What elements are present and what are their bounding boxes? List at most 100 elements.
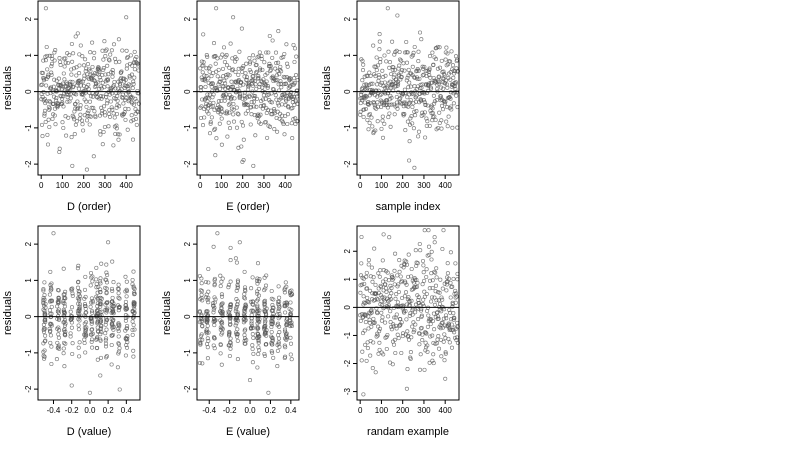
data-point: [108, 52, 113, 57]
data-point: [40, 71, 45, 76]
data-point: [69, 41, 74, 47]
data-point: [116, 351, 121, 356]
data-point: [218, 327, 223, 332]
data-point: [74, 119, 79, 124]
data-point: [212, 127, 217, 132]
data-point: [256, 75, 261, 80]
data-point: [203, 84, 208, 89]
data-point: [104, 317, 110, 322]
data-point: [388, 297, 393, 302]
data-point: [417, 241, 422, 247]
data-point: [402, 262, 407, 267]
data-point: [294, 92, 299, 97]
data-point: [376, 88, 381, 93]
data-point: [94, 265, 99, 270]
data-point: [273, 66, 278, 71]
x-tick-label: 0.0: [244, 406, 256, 415]
data-point: [110, 306, 115, 311]
data-point: [62, 327, 67, 332]
data-point: [103, 285, 108, 290]
data-point: [419, 325, 424, 330]
data-point: [219, 320, 224, 325]
data-point: [374, 82, 380, 87]
data-point: [243, 318, 248, 323]
data-point: [90, 319, 95, 324]
data-point: [228, 279, 233, 284]
data-point: [283, 336, 288, 341]
data-point: [111, 111, 116, 116]
data-point: [91, 154, 96, 159]
data-point: [64, 82, 70, 87]
data-point: [218, 79, 223, 84]
data-point: [429, 249, 434, 254]
data-point: [131, 354, 136, 359]
data-point: [377, 39, 382, 44]
data-point: [83, 57, 88, 62]
data-point: [231, 15, 236, 20]
data-point: [435, 314, 440, 319]
data-point: [373, 128, 378, 133]
data-point: [204, 66, 209, 71]
data-point: [116, 349, 121, 354]
x-tick-label: 0: [39, 181, 44, 190]
plot-box: [356, 225, 460, 401]
data-point: [77, 63, 82, 68]
data-point: [432, 114, 437, 119]
y-tick-label: 0: [24, 314, 33, 319]
data-point: [105, 63, 110, 68]
data-point: [249, 308, 254, 313]
data-point: [129, 113, 134, 118]
data-point: [291, 42, 296, 48]
data-point: [41, 327, 46, 332]
data-point: [419, 97, 424, 103]
data-point: [424, 267, 429, 272]
data-point: [133, 116, 139, 122]
x-axis-label: D (value): [67, 426, 112, 438]
data-point: [254, 96, 260, 101]
data-point: [262, 316, 267, 322]
data-point: [262, 353, 267, 358]
y-tick-label: -1: [343, 331, 352, 339]
data-point: [211, 317, 217, 322]
data-point: [128, 53, 133, 58]
data-point: [383, 73, 388, 78]
data-point: [220, 321, 225, 326]
data-point: [364, 82, 369, 87]
y-tick-label: 0: [343, 89, 352, 94]
data-point: [440, 297, 445, 302]
data-point: [386, 314, 391, 319]
data-point: [49, 304, 54, 309]
data-point: [228, 304, 233, 310]
data-point: [205, 336, 210, 341]
data-point: [279, 102, 285, 107]
data-point: [73, 106, 78, 111]
data-point: [41, 78, 47, 83]
data-point: [42, 76, 47, 81]
data-point: [58, 62, 63, 68]
data-point: [123, 318, 128, 323]
data-point: [218, 309, 223, 314]
x-tick-label: 100: [215, 181, 229, 190]
data-point: [362, 328, 367, 333]
data-point: [103, 113, 108, 118]
data-point: [396, 289, 401, 295]
data-point: [255, 304, 260, 309]
data-point: [114, 123, 119, 128]
data-point: [198, 288, 203, 293]
data-point: [394, 326, 399, 331]
data-point: [211, 343, 216, 348]
data-point: [212, 283, 217, 288]
data-point: [241, 137, 246, 142]
data-point: [288, 335, 293, 340]
data-point: [69, 383, 74, 388]
data-point: [273, 78, 278, 83]
data-point: [263, 286, 268, 291]
data-point: [363, 106, 368, 112]
data-point: [264, 50, 269, 55]
data-point: [422, 110, 427, 115]
data-point: [222, 78, 227, 83]
data-point: [83, 350, 88, 355]
data-point: [423, 102, 428, 107]
data-point: [250, 332, 255, 337]
